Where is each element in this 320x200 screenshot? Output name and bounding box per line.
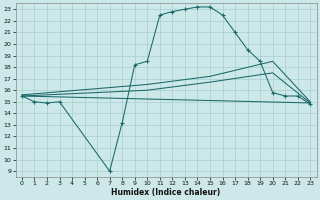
X-axis label: Humidex (Indice chaleur): Humidex (Indice chaleur): [111, 188, 221, 197]
